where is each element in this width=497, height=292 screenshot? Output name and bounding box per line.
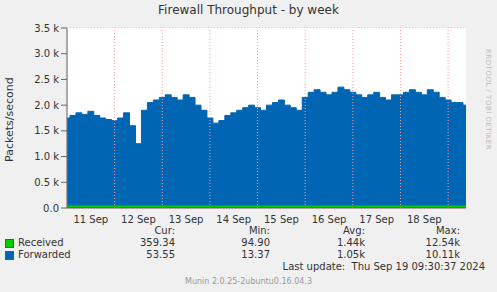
- svg-text:16 Sep: 16 Sep: [312, 214, 347, 225]
- html-text:13.37: 13.37: [241, 249, 270, 260]
- html-text:12.54k: 12.54k: [425, 237, 460, 248]
- html-text:359.34: 359.34: [140, 237, 175, 248]
- svg-text:11 Sep: 11 Sep: [73, 214, 108, 225]
- svg-text:13 Sep: 13 Sep: [169, 214, 204, 225]
- svg-text:0.0: 0.0: [43, 203, 59, 214]
- html-text:1.44k: 1.44k: [336, 237, 365, 248]
- html-text:Min:: Min:: [248, 225, 270, 236]
- svg-text:15 Sep: 15 Sep: [264, 214, 299, 225]
- html-text:Avg:: Avg:: [343, 225, 365, 236]
- svg-text:17 Sep: 17 Sep: [359, 214, 394, 225]
- html-text:10.11k: 10.11k: [425, 249, 460, 260]
- html-text:Munin 2.0.25-2ubuntu0.16.04.3: Munin 2.0.25-2ubuntu0.16.04.3: [185, 277, 312, 286]
- html-text:Cur:: Cur:: [154, 225, 175, 236]
- svg-text:3.5 k: 3.5 k: [34, 23, 59, 34]
- html-text:Firewall Throughput - by week: Firewall Throughput - by week: [158, 3, 339, 17]
- html-text:Forwarded: Forwarded: [18, 249, 71, 260]
- svg-text:1.5 k: 1.5 k: [34, 125, 59, 136]
- html-text:Max:: Max:: [436, 225, 460, 236]
- html-text:94.90: 94.90: [241, 237, 270, 248]
- html-text:Last update: Thu Sep 19 09:30:: Last update: Thu Sep 19 09:30:37 2024: [282, 261, 485, 272]
- svg-text:14 Sep: 14 Sep: [216, 214, 251, 225]
- html-text:RRDTOOL / TOBI OETIKER: RRDTOOL / TOBI OETIKER: [484, 49, 492, 151]
- svg-text:12 Sep: 12 Sep: [121, 214, 156, 225]
- html-text:Received: Received: [18, 237, 64, 248]
- svg-text:0.5 k: 0.5 k: [34, 177, 59, 188]
- html-text:Packets/second: Packets/second: [3, 77, 16, 163]
- html-text:53.55: 53.55: [146, 249, 175, 260]
- html-text:1.05k: 1.05k: [336, 249, 365, 260]
- svg-text:2.5 k: 2.5 k: [34, 74, 59, 85]
- svg-text:3.0 k: 3.0 k: [34, 48, 59, 59]
- svg-text:2.0 k: 2.0 k: [34, 100, 59, 111]
- svg-text:1.0 k: 1.0 k: [34, 151, 59, 162]
- svg-text:18 Sep: 18 Sep: [407, 214, 442, 225]
